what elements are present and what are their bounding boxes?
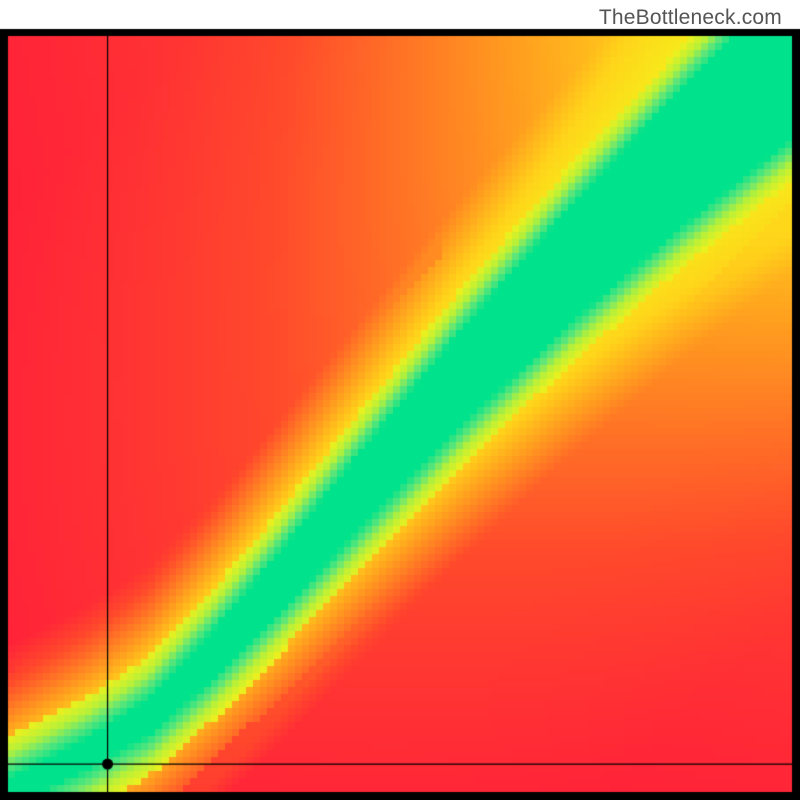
watermark-text: TheBottleneck.com xyxy=(599,6,782,30)
bottleneck-heatmap-canvas xyxy=(0,0,800,800)
